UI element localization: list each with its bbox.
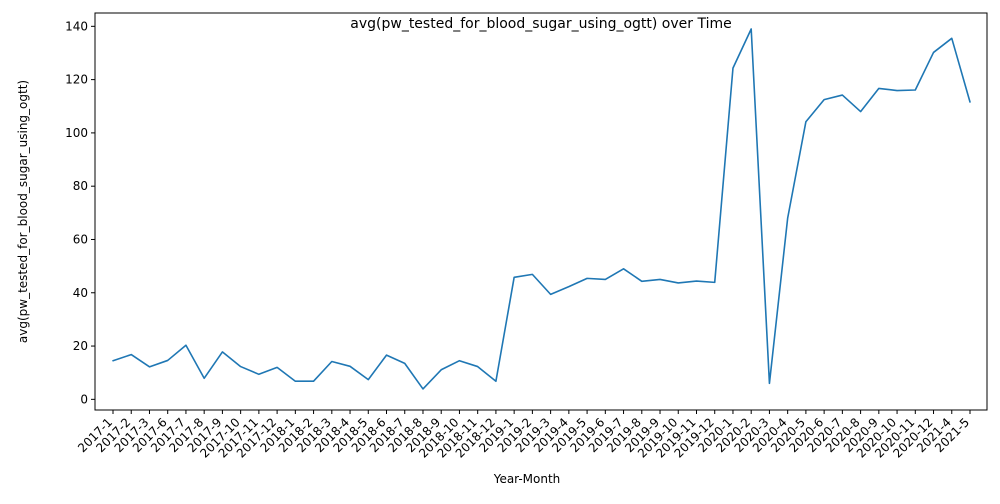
plot-area bbox=[94, 12, 988, 411]
y-axis: 0 20 40 60 80 100 120 140 bbox=[65, 19, 95, 406]
y-tick-label: 60 bbox=[73, 232, 88, 246]
chart-title: avg(pw_tested_for_blood_sugar_using_ogtt… bbox=[350, 16, 731, 32]
y-axis-label: avg(pw_tested_for_blood_sugar_using_ogtt… bbox=[16, 80, 30, 343]
y-tick-label: 40 bbox=[73, 286, 88, 300]
x-axis-label: Year-Month bbox=[493, 472, 561, 486]
y-tick-label: 20 bbox=[73, 339, 88, 353]
series-line bbox=[112, 28, 971, 390]
y-tick-label: 140 bbox=[65, 19, 88, 33]
y-tick-label: 80 bbox=[73, 179, 88, 193]
y-tick-label: 0 bbox=[80, 392, 88, 406]
y-tick-label: 100 bbox=[65, 126, 88, 140]
series-layer bbox=[112, 28, 971, 390]
y-tick-label: 120 bbox=[65, 73, 88, 87]
